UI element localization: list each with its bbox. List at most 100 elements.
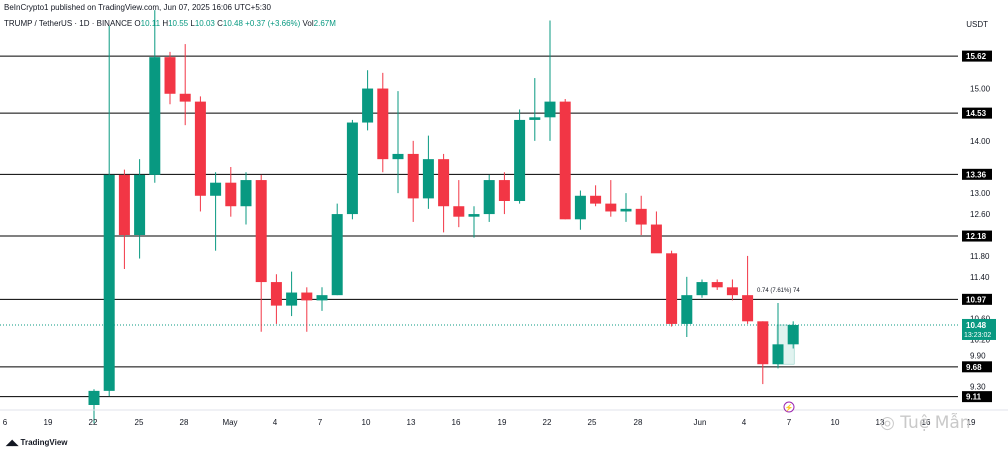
candle-body	[179, 93, 191, 102]
x-tick-label: 25	[135, 418, 144, 427]
y-tick-label: 15.00	[970, 85, 991, 94]
symbol-legend: TRUMP / TetherUS · 1D · BINANCE O10.11 H…	[4, 19, 336, 28]
candle-body	[255, 180, 267, 283]
y-tick-label: 14.00	[970, 137, 991, 146]
open-label: O	[134, 19, 141, 28]
candle-body	[210, 182, 222, 196]
level-price-tag	[962, 230, 992, 242]
candle-body	[438, 159, 450, 207]
level-price-label: 9.68	[966, 363, 982, 372]
last-price-label: 10.48	[966, 321, 987, 330]
candle-body	[453, 206, 465, 217]
candle-body	[422, 159, 434, 199]
candle-body	[377, 88, 389, 160]
lightning-icon: ⚡	[785, 403, 794, 412]
candle-body	[346, 122, 358, 215]
level-price-label: 14.53	[966, 109, 987, 118]
candle-body	[605, 203, 617, 212]
level-price-tag	[962, 107, 992, 119]
close-value: 10.48	[222, 19, 243, 28]
symbol-name: TRUMP / TetherUS · 1D · BINANCE	[4, 19, 133, 28]
high-value: 10.55	[168, 19, 189, 28]
x-tick-label: 7	[318, 418, 323, 427]
candle-body	[787, 324, 799, 345]
candle-body	[544, 101, 556, 118]
candle-body	[559, 101, 571, 220]
x-tick-label: May	[222, 418, 237, 427]
price-axis: 9.309.9010.2010.6011.4011.8012.6013.0013…	[962, 50, 996, 403]
candle-body	[574, 195, 586, 220]
publisher-info: BeInCrypto1 published on TradingView.com…	[4, 3, 271, 12]
candle-body	[362, 88, 374, 123]
x-tick-label: 4	[273, 418, 278, 427]
candle-body	[666, 253, 678, 324]
overlays: ⚡	[776, 324, 795, 413]
open-value: 10.11	[140, 19, 161, 28]
level-price-tag	[962, 168, 992, 180]
change-value: +0.37 (+3.66%)	[245, 19, 301, 28]
x-tick-label: 7	[787, 418, 792, 427]
x-tick-label: 19	[967, 418, 976, 427]
high-label: H	[162, 19, 169, 28]
candle-body	[270, 282, 282, 306]
candle-body	[757, 321, 769, 365]
candle-body	[726, 287, 738, 296]
candle-body	[103, 174, 115, 391]
watermark: ◎ Tuệ Mẫn	[880, 413, 971, 433]
x-tick-label: 10	[362, 418, 371, 427]
candle-body	[118, 174, 130, 235]
y-tick-label: 10.20	[970, 336, 991, 345]
candle-body	[498, 180, 510, 201]
candle-body	[514, 119, 526, 201]
x-tick-label: 10	[831, 418, 840, 427]
candles	[88, 10, 799, 424]
candle-body	[286, 292, 298, 306]
level-price-label: 12.18	[966, 232, 987, 241]
y-tick-label: 11.80	[970, 252, 990, 261]
tradingview-brand-text: TradingView	[20, 438, 68, 447]
close-label: C	[217, 19, 223, 28]
tradingview-logo-icon: ◢◣	[6, 438, 21, 447]
y-tick-label: 13.00	[970, 189, 991, 198]
candle-body	[392, 153, 404, 160]
candle-body	[149, 57, 161, 175]
volume-label: Vol	[302, 19, 314, 28]
currency-label: USDT	[966, 20, 988, 29]
candle-body	[635, 208, 647, 225]
last-price-tag	[962, 318, 996, 340]
event-marker-icon	[783, 401, 795, 413]
watermark-text: Tuệ Mẫn	[900, 413, 971, 433]
level-price-label: 13.36	[966, 170, 987, 179]
candle-body	[316, 295, 328, 301]
candle-body	[681, 295, 693, 324]
candle-body	[590, 195, 602, 204]
y-tick-label: 11.40	[970, 273, 990, 282]
candle-body	[620, 208, 632, 212]
level-price-tag	[962, 50, 992, 62]
level-price-tag	[962, 293, 992, 305]
tradingview-logo: ◢◣ TradingView	[6, 438, 68, 447]
candle-body	[407, 153, 419, 199]
y-tick-label: 12.60	[970, 210, 991, 219]
x-tick-label: 19	[498, 418, 507, 427]
x-tick-label: 4	[742, 418, 747, 427]
low-value: 10.03	[194, 19, 215, 28]
x-tick-label: 6	[3, 418, 8, 427]
x-tick-label: 25	[588, 418, 597, 427]
candle-body	[696, 282, 708, 296]
x-tick-label: 13	[876, 418, 885, 427]
candle-body	[650, 224, 662, 254]
candle-body	[529, 117, 541, 120]
date-range-box	[776, 324, 795, 365]
candle-body	[772, 344, 784, 365]
level-price-tag	[962, 361, 992, 373]
date-range-label: 0.74 (7.61%) 74	[757, 288, 800, 294]
time-axis: 6 19 22 25 28 May 4 7 10 13 16 19 22 25 28 Jun 4 7 10 13 16 1…	[0, 409, 1008, 427]
candle-body	[240, 180, 252, 207]
y-tick-label: 9.90	[970, 351, 986, 360]
candle-body	[331, 214, 343, 296]
volume-value: 2.67M	[313, 19, 336, 28]
countdown-label: 13:23:02	[964, 332, 991, 339]
